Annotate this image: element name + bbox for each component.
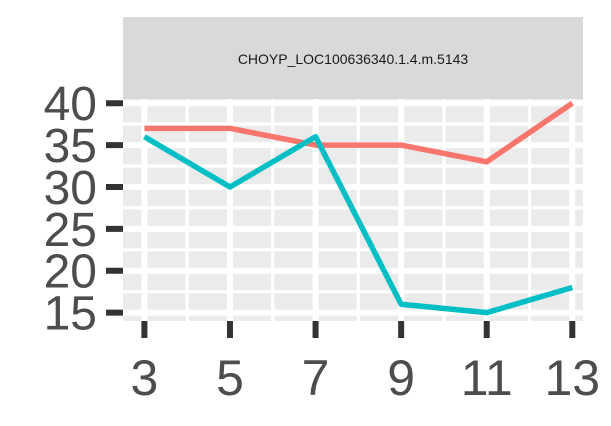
y-tick-label: 30 <box>44 162 97 215</box>
series-lines <box>143 100 574 316</box>
facet-strip <box>123 17 583 99</box>
series-line-1 <box>144 100 574 165</box>
x-tick-label: 11 <box>461 350 513 406</box>
x-tick-label: 3 <box>130 350 158 406</box>
x-tick-label: 9 <box>387 350 415 406</box>
series-line-2 <box>143 133 574 316</box>
y-tick-label: 40 <box>44 78 97 131</box>
y-tick-label: 15 <box>44 288 97 341</box>
y-tick-label: 35 <box>44 120 97 173</box>
facet-strip-label: CHOYP_LOC100636340.1.4.m.5143 <box>238 51 469 67</box>
y-tick-label: 25 <box>44 204 97 257</box>
grid-lines <box>123 99 583 321</box>
x-tick-label: 5 <box>216 350 244 406</box>
x-axis: 3 5 7 9 11 13 <box>130 321 600 406</box>
y-tick-label: 20 <box>44 246 97 299</box>
x-tick-label: 7 <box>302 350 330 406</box>
x-tick-label: 13 <box>544 350 600 406</box>
